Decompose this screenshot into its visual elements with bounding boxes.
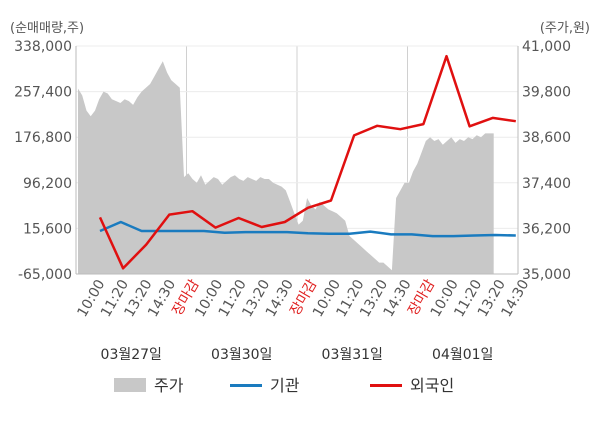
right-tick-label: 39,800 [522,85,571,101]
left-tick-label: 96,200 [23,176,72,192]
left-tick-label: 257,400 [14,85,72,101]
axes [75,46,519,275]
day-label: 03월30일 [211,347,272,363]
day-label: 03월31일 [322,347,383,363]
left-tick-label: 176,800 [14,130,72,146]
left-axis-ticks: 338,000 257,400 176,800 96,200 15,600 -65,000 [14,39,72,283]
right-tick-label: 35,000 [522,267,571,283]
legend: 주가 기관 외국인 [114,376,454,395]
series-lines-layer [98,54,516,270]
legend-swatch-price [114,378,146,392]
day-labels: 03월27일 03월30일 03월31일 04월01일 [101,347,494,363]
left-tick-label: 338,000 [14,39,72,55]
price-area [78,61,494,275]
right-tick-label: 41,000 [522,39,571,55]
legend-swatch-line [230,384,262,387]
left-tick-label: 15,600 [23,221,72,237]
day-label: 03월27일 [101,347,162,363]
day-label: 04월01일 [432,347,493,363]
price-area-layer [78,61,494,275]
right-axis-unit-label: (주가,원) [540,21,590,36]
legend-label: 기관 [270,376,300,395]
right-tick-label: 38,600 [522,130,571,146]
legend-swatch-line [370,384,402,387]
institution-line [99,220,516,238]
left-axis-unit-label: (순매매량,주) [10,21,84,36]
foreign-line [98,54,516,270]
right-axis-ticks: 41,000 39,800 38,600 37,400 36,200 35,000 [522,39,571,283]
legend-label: 외국인 [410,376,454,395]
legend-label: 주가 [154,376,184,395]
x-axis-ticks: 10:0011:2013:2014:30장마감10:0011:2013:2014… [74,277,532,320]
right-tick-label: 37,400 [522,176,571,192]
right-tick-label: 36,200 [522,221,571,237]
left-tick-label: -65,000 [18,267,72,283]
